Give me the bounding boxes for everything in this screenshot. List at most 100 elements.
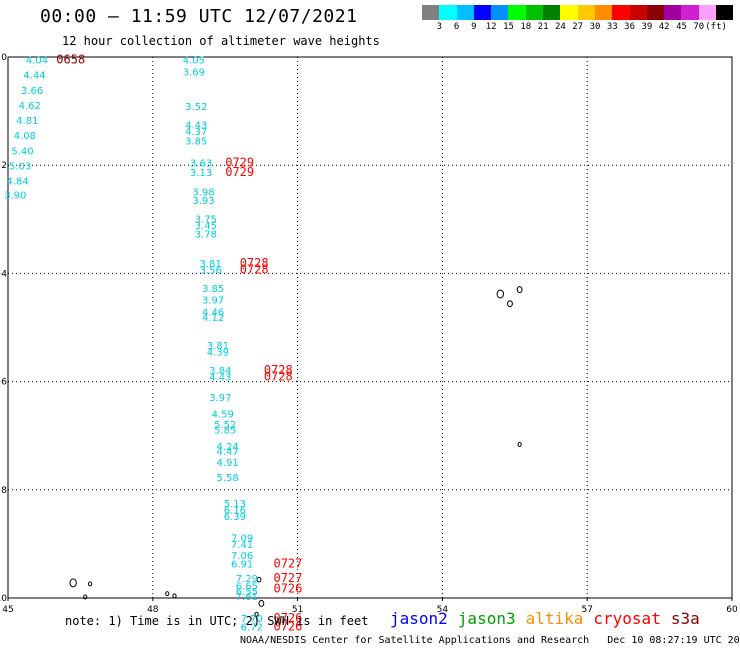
colorbar-label: 21 — [537, 22, 549, 32]
wave-height-label: 6.91 — [231, 560, 253, 571]
legend-item-s3a: s3a — [670, 609, 700, 628]
colorbar-label: 15 — [503, 22, 514, 32]
x-tick-label: 48 — [147, 605, 159, 615]
colorbar-swatch — [422, 5, 440, 20]
wave-height-label: 3.97 — [202, 296, 224, 307]
wave-height-label: 3.45 — [195, 221, 217, 232]
wave-height-label: 7.06 — [231, 551, 253, 562]
island-outline — [496, 289, 505, 299]
wave-height-label: 7.41 — [231, 540, 253, 551]
wave-height-label: 5.03 — [9, 162, 31, 173]
pass-time-label: 0726 — [273, 619, 302, 633]
wave-height-label: 4.43 — [185, 120, 207, 131]
x-tick-label: 60 — [726, 605, 738, 615]
colorbar — [422, 5, 734, 20]
wave-height-label: 5.40 — [11, 146, 33, 157]
wave-height-label: 4.04 — [26, 55, 48, 66]
wave-height-label: 4.39 — [207, 348, 229, 359]
wave-height-label: 3.97 — [209, 393, 231, 404]
wave-height-label: 4.47 — [216, 447, 238, 458]
colorbar-swatch — [629, 5, 647, 20]
colorbar-swatch — [560, 5, 578, 20]
pass-time-label: 0726 — [273, 611, 302, 625]
island-outline — [258, 599, 265, 607]
colorbar-swatch — [594, 5, 613, 20]
pass-time-label: 0727 — [273, 571, 302, 585]
wave-height-label: 5.58 — [216, 473, 238, 484]
wave-height-label: 3.56 — [200, 265, 222, 276]
island-outline — [254, 611, 259, 617]
island-outline — [507, 300, 513, 308]
colorbar-label: 36 — [624, 22, 636, 32]
island-outline — [172, 593, 177, 599]
legend-item-altika: altika — [525, 609, 584, 628]
x-tick-label: 45 — [2, 605, 13, 615]
wave-height-label: 6.55 — [236, 587, 258, 598]
y-tick-label: −6 — [0, 378, 7, 388]
y-tick-label: −8 — [0, 486, 7, 496]
colorbar-label: 30 — [589, 22, 601, 32]
wave-height-label: 5.13 — [224, 499, 246, 510]
colorbar-label: 24 — [554, 22, 566, 32]
colorbar-label: 27 — [572, 22, 584, 32]
wave-height-label: 4.62 — [19, 101, 41, 112]
wave-height-label: 4.05 — [183, 55, 205, 66]
wave-height-label: 4.84 — [7, 177, 29, 188]
note-text: note: 1) Time is in UTC; 2) SWH is in fe… — [65, 614, 369, 628]
colorbar-swatch — [439, 5, 457, 20]
wave-height-label: 6.72 — [241, 622, 263, 633]
colorbar-swatch — [525, 5, 544, 20]
colorbar-swatch — [716, 5, 734, 20]
colorbar-swatch — [664, 5, 682, 20]
wave-height-label: 7.29 — [236, 574, 258, 585]
x-tick-label: 54 — [437, 605, 449, 615]
pass-time-label: 0727 — [273, 557, 302, 571]
island-outline — [517, 441, 522, 447]
wave-height-label: 4.91 — [216, 458, 238, 469]
colorbar-label: 45 — [676, 22, 687, 32]
legend-item-jason2: jason2 — [390, 609, 448, 628]
wave-height-label: 3.93 — [192, 196, 214, 207]
wave-height-label: 7.61 — [236, 592, 258, 603]
island-outline — [83, 594, 88, 600]
colorbar-swatch — [473, 5, 492, 20]
wave-height-label: 3.98 — [192, 187, 214, 198]
pass-time-label: 0658 — [56, 52, 85, 66]
pass-time-label: 0726 — [273, 582, 302, 596]
wave-height-label: 3.90 — [4, 191, 26, 202]
pass-time-label: 0729 — [225, 165, 254, 179]
wave-height-label: 6.16 — [224, 506, 246, 517]
colorbar-swatch — [698, 5, 717, 20]
wave-height-label: 7.09 — [231, 534, 253, 545]
x-tick-label: 51 — [292, 605, 303, 615]
colorbar-swatch — [543, 5, 561, 20]
wave-height-label: 3.85 — [202, 284, 224, 295]
wave-height-label: 3.81 — [207, 341, 229, 352]
colorbar-label: 70 — [693, 22, 705, 32]
colorbar-label: 12 — [485, 22, 497, 32]
legend-item-jason3: jason3 — [457, 609, 516, 628]
wave-height-label: 4.12 — [202, 313, 224, 324]
footer-credit: NOAA/NESDIS Center for Satellite Applica… — [240, 635, 740, 646]
colorbar-swatch — [508, 5, 526, 20]
wave-height-label: 4.44 — [23, 71, 45, 82]
x-tick-label: 57 — [581, 605, 592, 615]
island-outline — [69, 578, 77, 588]
colorbar-label: 42 — [658, 22, 670, 32]
page-title: 00:00 – 11:59 UTC 12/07/2021 — [40, 6, 358, 27]
wave-height-label: 3.69 — [183, 67, 205, 78]
colorbar-label: (ft) — [705, 22, 727, 32]
island-outline — [165, 591, 170, 597]
pass-time-label: 0728 — [264, 363, 293, 377]
wave-height-label: 4.46 — [202, 308, 224, 319]
colorbar-swatch — [577, 5, 595, 20]
wave-height-label: 3.66 — [21, 86, 43, 97]
satellite-legend: jason2 jason3 altika cryosat s3a — [390, 609, 710, 628]
wave-height-label: 5.52 — [214, 420, 236, 431]
wave-height-label: 4.08 — [14, 131, 36, 142]
wave-height-label: 3.78 — [195, 230, 217, 241]
colorbar-label: 3 — [436, 22, 443, 32]
colorbar-swatch — [681, 5, 699, 20]
colorbar-label: 39 — [641, 22, 653, 32]
